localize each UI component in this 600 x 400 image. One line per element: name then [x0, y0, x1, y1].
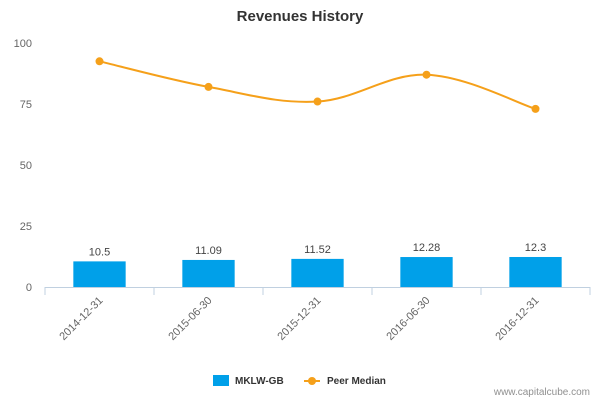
y-tick-label: 0	[26, 282, 32, 294]
bar	[73, 261, 126, 287]
x-tick-label: 2014-12-31	[57, 295, 105, 343]
peer-median-point	[313, 97, 322, 106]
peer-median-point	[422, 70, 431, 79]
y-tick-label: 75	[20, 99, 32, 111]
chart-title: Revenues History	[237, 8, 364, 25]
y-tick-label: 100	[14, 38, 32, 50]
line-series-peer-median	[95, 57, 540, 113]
legend-label-peer-median: Peer Median	[327, 376, 386, 387]
y-axis-labels: 0 25 50 75 100	[14, 38, 32, 294]
bar	[182, 259, 235, 287]
data-labels: 10.5 11.09 11.52 12.28 12.3	[89, 242, 546, 258]
peer-median-point	[531, 104, 540, 113]
y-tick-label: 25	[20, 221, 32, 233]
bar-data-label: 11.52	[304, 244, 331, 256]
x-tick-label: 2016-06-30	[384, 295, 432, 343]
x-tick-label: 2015-06-30	[166, 295, 214, 343]
x-tick-label: 2015-12-31	[275, 295, 323, 343]
bar	[291, 258, 344, 287]
legend-swatch-peer-median-marker	[308, 377, 316, 385]
peer-median-point	[95, 57, 104, 66]
bar	[509, 256, 562, 287]
legend-swatch-mklw-gb	[213, 375, 229, 386]
bar-data-label: 10.5	[89, 246, 110, 258]
bar-data-label: 12.28	[413, 242, 441, 254]
bar-series-mklw-gb	[73, 256, 562, 287]
legend: MKLW-GB Peer Median	[213, 375, 386, 387]
x-tick-label: 2016-12-31	[493, 295, 541, 343]
peer-median-point	[204, 82, 213, 91]
x-axis: 2014-12-31 2015-06-30 2015-12-31 2016-06-30…	[44, 287, 591, 343]
bar-data-label: 12.3	[525, 242, 546, 254]
y-tick-label: 50	[20, 160, 32, 172]
credit-text: www.capitalcube.com	[493, 387, 590, 398]
bar	[400, 257, 453, 287]
bar-data-label: 11.09	[195, 245, 222, 257]
legend-label-mklw-gb: MKLW-GB	[235, 376, 284, 387]
